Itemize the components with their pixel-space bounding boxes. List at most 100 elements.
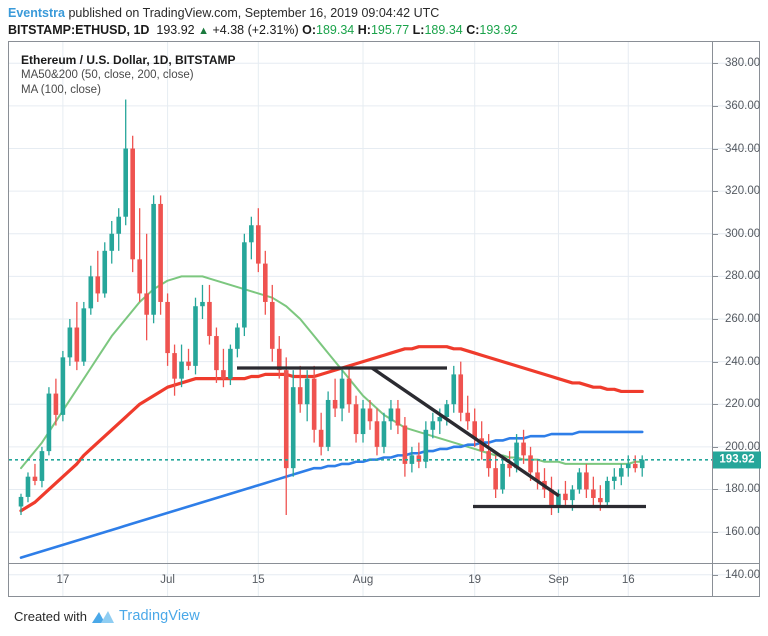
candle-body [137, 259, 142, 294]
candle-body [591, 489, 596, 498]
price-tick [713, 63, 718, 65]
candle-body [283, 370, 289, 469]
price-tick-label: 320.00 [725, 185, 761, 198]
candle-body [186, 361, 191, 366]
candle-body [563, 493, 568, 501]
candle-body [521, 442, 526, 456]
candle-body [297, 387, 303, 405]
price-tick-label: 140.00 [725, 568, 761, 581]
candle-body [381, 421, 387, 447]
up-triangle-icon: ▲ [198, 25, 209, 37]
tradingview-brand-label[interactable]: TradingView [118, 608, 200, 624]
publication-text: published on TradingView.com, September … [64, 6, 440, 20]
candle-body [88, 276, 94, 309]
grid-lines [9, 42, 759, 596]
price-tick [713, 361, 718, 363]
candle-body [577, 472, 582, 490]
candle-body [311, 378, 317, 430]
price-tick-label: 280.00 [725, 270, 761, 283]
candle-body [549, 489, 554, 507]
candle-body [584, 472, 589, 490]
price-tick [713, 489, 718, 491]
candle-body [639, 459, 645, 469]
candle-body [388, 408, 394, 422]
candle-body [39, 451, 45, 481]
price-tick [713, 574, 718, 576]
candle-body [500, 463, 505, 490]
candle-body [437, 417, 443, 422]
candlestick-plot[interactable] [9, 42, 759, 596]
time-axis[interactable]: 17 Jul 15 Aug 19 Sep 16 [8, 563, 760, 597]
candle-body [102, 250, 108, 294]
candle-body [325, 399, 331, 447]
candle-body [598, 497, 603, 503]
candle-body [318, 429, 324, 447]
drawing-annotations[interactable] [237, 366, 646, 509]
author-name[interactable]: Eventstra [8, 6, 65, 20]
price-tick-label: 260.00 [725, 313, 761, 325]
candle-body [528, 455, 533, 473]
candle-body [374, 421, 380, 447]
candle-body [353, 404, 359, 435]
price-change: +4.38 (+2.31%) [212, 23, 299, 37]
open-key: O: [302, 23, 317, 37]
candle-body [430, 421, 436, 430]
symbol-label[interactable]: BITSTAMP:ETHUSD, 1D [8, 23, 150, 37]
candle-body [605, 480, 610, 503]
candle-body [123, 148, 128, 217]
candle-body [109, 233, 115, 251]
high-key: H: [357, 23, 371, 37]
candle-body [346, 378, 352, 405]
candle-body [74, 327, 80, 362]
candle-body [332, 399, 338, 409]
time-tick-label: Jul [160, 574, 175, 586]
candle-body [60, 357, 66, 415]
candle-body [95, 276, 101, 294]
candle-body [625, 463, 631, 469]
candle-body [151, 203, 156, 315]
candle-body [535, 472, 540, 481]
candle-body [249, 225, 254, 243]
candle-body [242, 242, 247, 328]
candle-body [46, 393, 52, 452]
price-tick-label: 220.00 [725, 398, 761, 411]
candle-body [276, 348, 282, 371]
candle-body [570, 489, 575, 501]
close-key: C: [466, 23, 480, 37]
downtrend-line[interactable] [371, 366, 560, 498]
candle-body [493, 468, 498, 490]
candle-body [269, 301, 275, 349]
candle-body [228, 348, 233, 379]
candle-body [235, 327, 240, 349]
candle-body [290, 387, 296, 469]
candle-body [556, 493, 561, 507]
candle-body [612, 476, 617, 481]
open-value: 189.34 [316, 23, 355, 37]
price-tick [713, 319, 718, 320]
low-value: 189.34 [424, 23, 463, 37]
time-tick-label: 16 [621, 574, 635, 586]
candle-body [339, 378, 345, 409]
candle-body [193, 306, 198, 366]
candle-body [172, 353, 177, 379]
price-tick [713, 532, 718, 534]
price-tick [713, 276, 718, 278]
time-tick-label: 19 [468, 574, 482, 586]
current-price-badge[interactable]: 193.92 [713, 451, 761, 469]
chart-plot-area[interactable]: Ethereum / U.S. Dollar, 1D, BITSTAMP MA5… [8, 41, 760, 597]
candle-body [25, 476, 31, 497]
candle-series [18, 99, 645, 516]
ma-line-ma50 [19, 345, 644, 513]
price-tick [713, 191, 718, 193]
price-tick-label: 180.00 [725, 483, 761, 496]
candle-body [486, 451, 491, 469]
tradingview-logo-icon [91, 610, 114, 623]
price-tick [713, 148, 718, 150]
candle-body [207, 301, 212, 337]
price-axis[interactable]: 380.00 360.00 340.00 320.00 300.00 280.00 260.… [712, 41, 761, 597]
candle-body [360, 408, 366, 435]
candle-body [256, 225, 261, 264]
candle-body [18, 496, 24, 507]
time-tick-label: 17 [56, 574, 70, 586]
